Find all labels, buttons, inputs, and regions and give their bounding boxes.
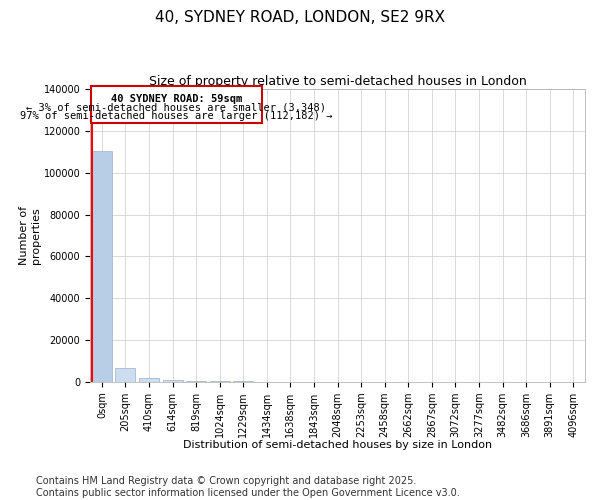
Bar xyxy=(91,86,262,122)
Bar xyxy=(115,368,136,382)
Text: 40, SYDNEY ROAD, LONDON, SE2 9RX: 40, SYDNEY ROAD, LONDON, SE2 9RX xyxy=(155,10,445,25)
Text: 40 SYDNEY ROAD: 59sqm: 40 SYDNEY ROAD: 59sqm xyxy=(111,94,242,104)
Bar xyxy=(209,381,230,382)
Bar xyxy=(163,380,182,382)
X-axis label: Distribution of semi-detached houses by size in London: Distribution of semi-detached houses by … xyxy=(183,440,492,450)
Bar xyxy=(92,151,112,382)
Text: 97% of semi-detached houses are larger (112,182) →: 97% of semi-detached houses are larger (… xyxy=(20,111,333,121)
Y-axis label: Number of
properties: Number of properties xyxy=(19,206,41,265)
Bar xyxy=(139,378,159,382)
Title: Size of property relative to semi-detached houses in London: Size of property relative to semi-detach… xyxy=(149,75,526,88)
Bar xyxy=(186,381,206,382)
Text: ← 3% of semi-detached houses are smaller (3,348): ← 3% of semi-detached houses are smaller… xyxy=(26,103,326,113)
Text: Contains HM Land Registry data © Crown copyright and database right 2025.
Contai: Contains HM Land Registry data © Crown c… xyxy=(36,476,460,498)
